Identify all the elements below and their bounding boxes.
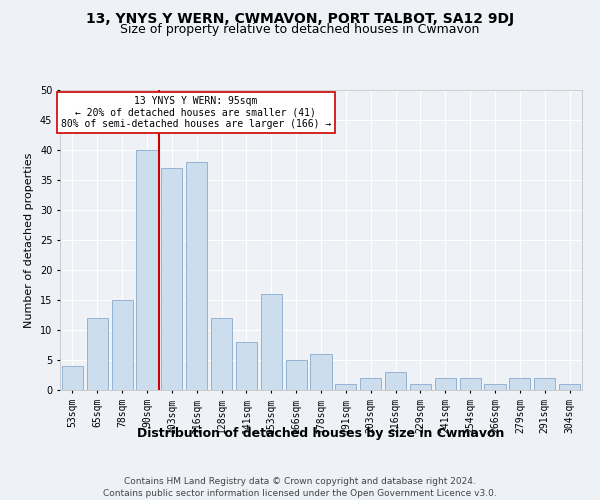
Text: 13 YNYS Y WERN: 95sqm
← 20% of detached houses are smaller (41)
80% of semi-deta: 13 YNYS Y WERN: 95sqm ← 20% of detached …	[61, 96, 331, 129]
Text: 13, YNYS Y WERN, CWMAVON, PORT TALBOT, SA12 9DJ: 13, YNYS Y WERN, CWMAVON, PORT TALBOT, S…	[86, 12, 514, 26]
Bar	[460, 378, 481, 390]
Bar	[286, 360, 307, 390]
Bar	[310, 354, 332, 390]
Text: Contains HM Land Registry data © Crown copyright and database right 2024.
Contai: Contains HM Land Registry data © Crown c…	[103, 476, 497, 498]
Text: Size of property relative to detached houses in Cwmavon: Size of property relative to detached ho…	[121, 22, 479, 36]
Bar	[211, 318, 232, 390]
Bar	[360, 378, 381, 390]
Bar	[62, 366, 83, 390]
Bar	[335, 384, 356, 390]
Bar	[186, 162, 207, 390]
Bar	[161, 168, 182, 390]
Bar	[385, 372, 406, 390]
Bar	[87, 318, 108, 390]
Bar	[509, 378, 530, 390]
Bar	[136, 150, 158, 390]
Bar	[435, 378, 456, 390]
Bar	[410, 384, 431, 390]
Bar	[261, 294, 282, 390]
Bar	[559, 384, 580, 390]
Y-axis label: Number of detached properties: Number of detached properties	[25, 152, 34, 328]
Bar	[484, 384, 506, 390]
Bar	[236, 342, 257, 390]
Text: Distribution of detached houses by size in Cwmavon: Distribution of detached houses by size …	[137, 428, 505, 440]
Bar	[112, 300, 133, 390]
Bar	[534, 378, 555, 390]
